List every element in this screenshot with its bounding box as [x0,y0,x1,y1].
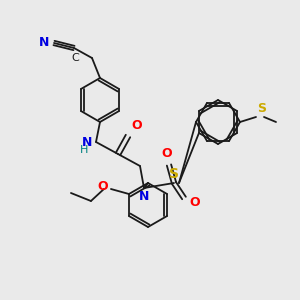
Text: H: H [80,145,88,155]
Text: O: O [189,196,200,208]
Text: O: O [162,147,172,160]
Text: C: C [71,53,79,63]
Text: N: N [39,37,49,50]
Text: O: O [97,181,108,194]
Text: O: O [131,119,142,132]
Text: N: N [82,136,92,148]
Text: N: N [139,190,149,203]
Text: S: S [169,167,179,181]
Text: S: S [257,102,266,115]
